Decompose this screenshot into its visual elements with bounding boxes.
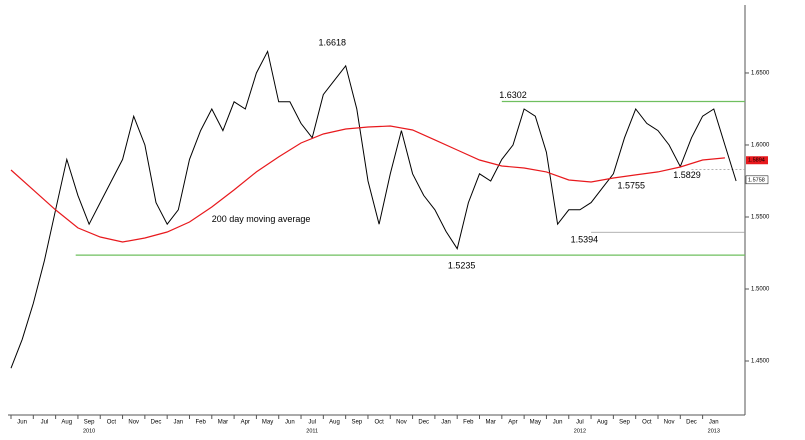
last-value-label: 1.5894	[748, 158, 765, 164]
x-tick-label: Oct	[374, 420, 384, 426]
x-tick-label: Sep	[619, 420, 630, 426]
x-tick-label: Aug	[329, 420, 340, 426]
year-label: 2010	[83, 428, 95, 434]
year-label: 2012	[574, 428, 586, 434]
price-line	[10, 49, 737, 369]
y-tick-label: 1.4500	[751, 359, 770, 365]
x-tick-label: May	[262, 420, 273, 426]
x-tick-label: May	[530, 420, 541, 426]
x-tick-label: Feb	[463, 420, 474, 426]
x-tick-label: Nov	[664, 420, 675, 426]
x-tick-label: Nov	[128, 420, 139, 426]
x-tick-label: Sep	[84, 420, 95, 426]
x-tick-label: Jul	[576, 420, 584, 426]
year-label: 2011	[306, 428, 318, 434]
level-label: 1.6618	[318, 37, 346, 47]
moving-average-label: 200 day moving average	[212, 214, 311, 224]
x-tick-label: Aug	[597, 420, 608, 426]
level-label: 1.6302	[499, 90, 527, 100]
y-tick-label: 1.5000	[751, 287, 770, 293]
last-value-tag	[746, 156, 768, 165]
x-tick-label: Mar	[485, 420, 495, 426]
x-tick-label: Jul	[308, 420, 316, 426]
y-tick-label: 1.6000	[751, 143, 770, 149]
level-label: 1.5394	[571, 235, 599, 245]
x-tick-label: Feb	[195, 420, 206, 426]
x-tick-label: Apr	[241, 420, 250, 426]
y-tick-label: 1.5500	[751, 215, 770, 221]
level-label: 1.5829	[673, 170, 701, 180]
x-tick-label: Jun	[553, 420, 563, 426]
level-label: 1.5235	[448, 261, 476, 271]
x-tick-label: Jun	[17, 420, 27, 426]
x-tick-label: Mar	[218, 420, 228, 426]
moving-average-line	[10, 125, 725, 243]
x-tick-label: Nov	[396, 420, 407, 426]
x-tick-label: Apr	[508, 420, 517, 426]
x-tick-label: Jan	[441, 420, 451, 426]
x-tick-label: Jun	[285, 420, 295, 426]
x-tick-label: Dec	[151, 420, 162, 426]
x-tick-label: Dec	[686, 420, 697, 426]
year-label: 2013	[708, 428, 720, 434]
x-tick-label: Jan	[173, 420, 183, 426]
last-value-tag	[745, 175, 769, 185]
x-tick-label: Oct	[642, 420, 652, 426]
x-tick-label: Jan	[709, 420, 719, 426]
x-tick-label: Oct	[107, 420, 117, 426]
x-tick-label: Sep	[351, 420, 362, 426]
y-tick-label: 1.6500	[751, 71, 770, 77]
x-tick-label: Dec	[418, 420, 429, 426]
last-value-label: 1.5758	[748, 177, 765, 183]
level-label: 1.5755	[617, 181, 645, 191]
x-tick-label: Aug	[61, 420, 72, 426]
x-tick-label: Jul	[41, 420, 49, 426]
